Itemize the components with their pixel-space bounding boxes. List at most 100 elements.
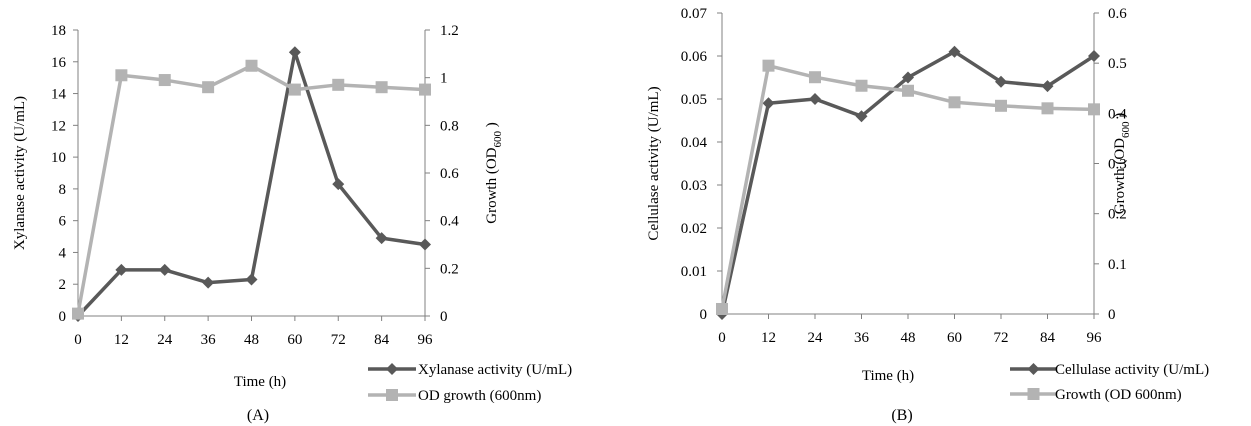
data-point-square <box>375 81 388 94</box>
y-axis-right-title-main: Growth (OD <box>484 147 500 223</box>
data-point-diamond <box>948 45 961 58</box>
x-tick-label: 48 <box>901 330 916 346</box>
x-tick-label: 24 <box>157 332 173 348</box>
data-point-diamond <box>419 238 431 251</box>
data-point-square <box>809 71 821 84</box>
data-point-square <box>762 59 775 72</box>
x-tick-label: 96 <box>418 332 434 348</box>
x-tick-label: 12 <box>761 330 776 346</box>
y-left-tick-label: 0.05 <box>681 92 707 108</box>
x-tick-label: 84 <box>1040 330 1056 346</box>
y-left-tick-label: 10 <box>51 150 66 166</box>
y-axis-right-title-subscript: 600 <box>1120 121 1132 138</box>
data-point-diamond <box>245 273 258 286</box>
x-axis-title: Time (h) <box>862 368 914 384</box>
data-point-diamond <box>375 232 388 245</box>
data-point-square <box>202 81 215 94</box>
y-right-tick-label: 0.2 <box>440 261 459 277</box>
data-point-diamond <box>995 75 1007 88</box>
x-tick-label: 60 <box>287 332 302 348</box>
legend-marker-square <box>1027 388 1040 400</box>
x-tick-label: 72 <box>331 332 346 348</box>
data-point-diamond <box>332 178 345 191</box>
data-point-square <box>716 302 728 315</box>
x-tick-label: 72 <box>994 330 1009 346</box>
y-right-tick-label: 0.1 <box>1108 257 1127 273</box>
y-axis-right-title-subscript: 600 <box>492 131 504 148</box>
y-right-tick-label: 0.8 <box>440 118 459 134</box>
data-point-diamond <box>115 263 128 276</box>
legend-label: OD growth (600nm) <box>418 388 541 404</box>
y-right-tick-label: 0.4 <box>1108 106 1127 122</box>
x-tick-label: 84 <box>374 332 390 348</box>
data-point-square <box>995 99 1007 112</box>
data-point-square <box>158 74 171 87</box>
y-right-tick-label: 0.3 <box>1108 157 1127 173</box>
panel-label: (A) <box>247 407 269 424</box>
x-tick-label: 0 <box>718 330 726 346</box>
data-point-diamond <box>1088 50 1100 62</box>
y-right-tick-label: 0 <box>440 309 448 325</box>
y-left-tick-label: 0.07 <box>681 6 708 22</box>
legend-marker-square <box>386 389 398 401</box>
y-axis-right-title-close: ) <box>1112 113 1128 122</box>
data-point-square <box>245 59 258 72</box>
x-axis-title: Time (h) <box>234 374 286 390</box>
data-point-square <box>115 69 128 82</box>
y-left-tick-label: 0.02 <box>681 221 707 237</box>
data-point-diamond <box>158 263 171 276</box>
legend-label: Xylanase activity (U/mL) <box>418 362 572 378</box>
y-left-tick-label: 2 <box>59 277 67 293</box>
y-left-tick-label: 0.03 <box>681 178 707 194</box>
y-axis-right-title-close: ) <box>484 122 500 131</box>
panel-label: (B) <box>891 407 912 424</box>
x-tick-label: 12 <box>114 332 129 348</box>
y-right-tick-label: 1 <box>440 71 448 87</box>
x-tick-label: 60 <box>947 330 962 346</box>
y-left-tick-label: 0 <box>59 309 67 325</box>
x-tick-label: 36 <box>201 332 217 348</box>
y-right-tick-label: 0.2 <box>1108 207 1127 223</box>
y-axis-left-title: Cellulase activity (U/mL) <box>646 86 662 240</box>
x-tick-label: 48 <box>244 332 259 348</box>
y-left-tick-label: 0.01 <box>681 264 707 280</box>
data-point-square <box>855 79 868 92</box>
legend-label: Growth (OD 600nm) <box>1055 387 1182 403</box>
data-point-square <box>288 83 301 96</box>
x-tick-label: 36 <box>854 330 870 346</box>
data-point-square <box>332 78 345 91</box>
data-point-diamond <box>902 71 914 84</box>
y-left-tick-label: 8 <box>59 182 67 198</box>
y-axis-right-title: Growth (OD600 ) <box>1112 113 1132 215</box>
x-tick-label: 24 <box>808 330 824 346</box>
data-point-square <box>419 83 431 96</box>
y-left-tick-label: 18 <box>51 23 66 39</box>
y-axis-right-title-main: Growth (OD <box>1112 138 1128 214</box>
y-left-tick-label: 0.06 <box>681 49 708 65</box>
y-left-tick-label: 6 <box>59 214 67 230</box>
data-point-diamond <box>855 110 868 123</box>
data-point-square <box>72 307 84 320</box>
data-point-diamond <box>1041 80 1054 93</box>
y-left-tick-label: 0.04 <box>681 135 708 151</box>
y-left-tick-label: 4 <box>59 245 67 261</box>
chart-panel-b: 0 0.01 0.02 0.03 0.04 0.05 0.06 0.07 0 0.1 0.2 0.3 0… <box>646 6 1209 424</box>
y-axis-right-title: Growth (OD600 ) <box>484 122 504 224</box>
y-left-tick-label: 12 <box>51 118 66 134</box>
x-tick-label: 0 <box>74 332 82 348</box>
y-left-tick-label: 14 <box>51 87 67 103</box>
legend-marker-diamond <box>386 363 398 375</box>
data-point-square <box>902 84 914 97</box>
data-point-diamond <box>762 97 775 110</box>
data-point-square <box>1088 103 1100 116</box>
y-right-tick-label: 1.2 <box>440 23 459 39</box>
data-point-diamond <box>288 46 301 59</box>
y-axis-left-title: Xylanase activity (U/mL) <box>12 96 28 250</box>
y-right-tick-label: 0 <box>1108 307 1116 323</box>
data-point-diamond <box>202 276 215 289</box>
y-left-tick-label: 0 <box>700 307 708 323</box>
legend-marker-diamond <box>1027 363 1040 375</box>
y-right-tick-label: 0.6 <box>1108 6 1127 22</box>
x-tick-label: 96 <box>1087 330 1103 346</box>
